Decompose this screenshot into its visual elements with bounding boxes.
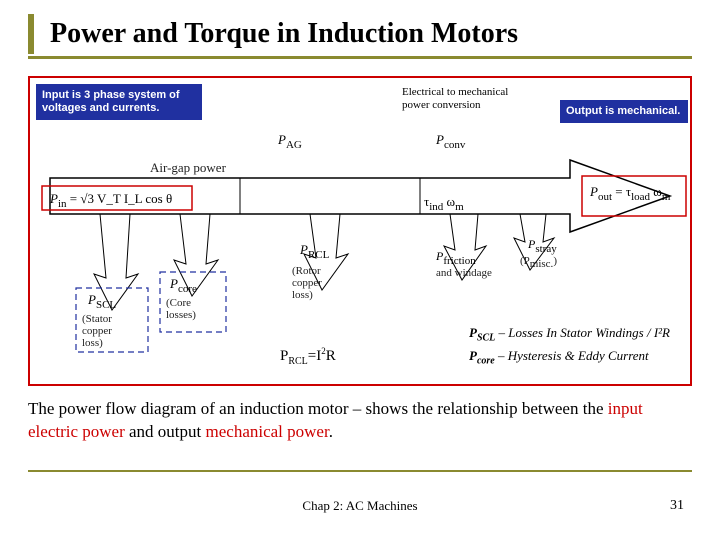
airgap-label: Air-gap power [150, 160, 227, 175]
pcore-definition: Pcore – Hysteresis & Eddy Current [469, 346, 670, 370]
pscl-label: PSCL [87, 292, 116, 311]
stator-cu-label: (Stator copper loss) [82, 313, 115, 349]
pfw-label2: and windage [436, 267, 492, 279]
prcl-equation: PRCL=I2R [280, 346, 336, 367]
pconv-label: Pconv [435, 132, 466, 151]
core-losses-label: (Core losses) [166, 297, 196, 321]
pmisc-label: (Pmisc.) [520, 255, 557, 270]
caption: The power flow diagram of an induction m… [28, 398, 692, 444]
pscl-definition: PSCL – Losses In Stator Windings / I²R [469, 323, 670, 347]
tau-ind-omega: τind ωm [424, 194, 464, 213]
rotor-cu-label: (Rotor copper loss) [292, 265, 325, 301]
pfw-label: Pfriction [435, 249, 476, 267]
footer-page-number: 31 [670, 498, 684, 514]
footer-rule [28, 470, 692, 472]
pag-label: PAG [277, 132, 302, 151]
slide: Power and Torque in Induction Motors Inp… [0, 0, 720, 540]
loss-definitions: PSCL – Losses In Stator Windings / I²R P… [469, 323, 670, 370]
slide-title: Power and Torque in Induction Motors [36, 14, 692, 56]
pin-formula: Pin = √3 V_T I_L cos θ [49, 191, 172, 210]
title-bar: Power and Torque in Induction Motors [28, 14, 692, 59]
power-flow-diagram: Input is 3 phase system of voltages and … [28, 76, 692, 386]
pscl-arrow [94, 214, 138, 310]
footer-chapter: Chap 2: AC Machines [0, 498, 720, 514]
